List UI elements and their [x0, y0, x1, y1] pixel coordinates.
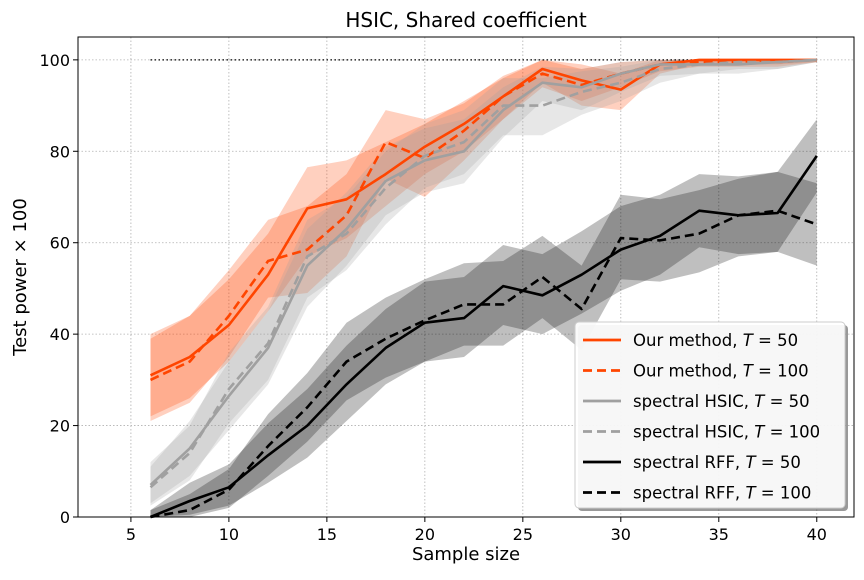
series-line-5: [150, 155, 818, 519]
confidence-band-4: [150, 59, 817, 506]
chart-title: HSIC, Shared coefficient: [345, 8, 586, 32]
plot-frame: [77, 36, 855, 518]
y-tick-label: 0: [60, 508, 70, 527]
legend-label-3: spectral HSIC, T = 50: [633, 392, 810, 411]
y-tick-label: 100: [39, 51, 70, 70]
legend-label-2: Our method, T = 100: [633, 362, 809, 381]
legend-label-5: spectral RFF, T = 50: [633, 453, 801, 472]
legend: Our method, T = 50 Our method, T = 100 spe…: [574, 321, 848, 511]
series-line-1: [149, 58, 817, 377]
y-tick-label: 60: [50, 234, 70, 253]
series-lines: [149, 58, 818, 519]
y-tick-label: 20: [50, 417, 70, 436]
x-axis-ticks: 5 10 15 20 25 30 35 40: [126, 517, 827, 544]
x-tick-label: 20: [415, 525, 435, 544]
legend-label-4: spectral HSIC, T = 100: [633, 423, 820, 442]
x-tick-label: 10: [219, 525, 239, 544]
series-line-4: [149, 58, 817, 489]
series-line-2: [149, 58, 817, 382]
legend-box: [574, 321, 846, 509]
confidence-band-5: [150, 119, 817, 518]
y-axis-ticks: 0 20 40 60 80 100: [39, 51, 78, 527]
x-tick-label: 30: [611, 525, 631, 544]
y-tick-label: 40: [50, 325, 70, 344]
x-tick-label: 35: [709, 525, 729, 544]
confidence-band-6: [150, 171, 817, 517]
y-tick-label: 80: [50, 142, 70, 161]
x-axis-label: Sample size: [412, 544, 520, 565]
legend-label-1: Our method, T = 50: [633, 331, 798, 350]
x-tick-label: 25: [513, 525, 533, 544]
series-line-6: [150, 209, 818, 519]
x-tick-label: 5: [126, 525, 136, 544]
confidence-band-3: [150, 59, 817, 504]
x-tick-label: 40: [807, 525, 827, 544]
legend-label-6: spectral RFF, T = 100: [633, 484, 811, 503]
confidence-bands: [150, 59, 817, 518]
y-axis-label: Test power × 100: [10, 198, 31, 357]
x-tick-label: 15: [317, 525, 337, 544]
